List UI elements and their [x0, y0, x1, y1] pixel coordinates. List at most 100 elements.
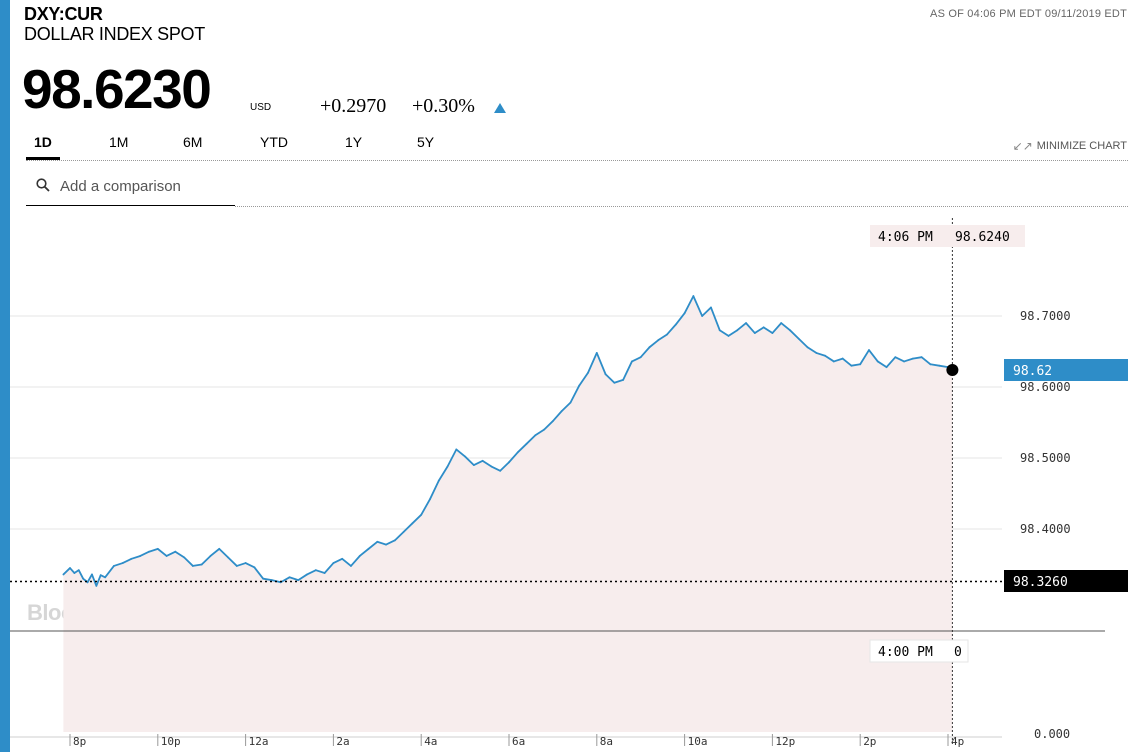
tab-5y[interactable]: 5Y — [417, 134, 435, 150]
price-line-segment — [552, 410, 563, 422]
currency-label: USD — [250, 102, 272, 113]
price-line-segment — [95, 574, 102, 587]
price-line-segment — [314, 569, 326, 574]
price-line-segment — [429, 479, 440, 501]
y-tick-label: 98.4000 — [1020, 522, 1071, 536]
price-line-segment — [815, 352, 826, 357]
last-price: 98.6230 — [22, 58, 212, 120]
price-line-segment — [859, 349, 870, 366]
price-line-segment — [437, 465, 449, 482]
price-line-segment — [62, 567, 71, 576]
crosshair-time: 4:06 PM — [878, 230, 933, 245]
x-axis: 8p 10p 12a 2a 4a 6a 8a 10a 12p 2p 4p — [10, 734, 1002, 748]
price-area-fill — [63, 296, 953, 732]
price-line-segment — [297, 573, 308, 582]
price-line-segment — [885, 356, 897, 369]
price-line-segment — [762, 326, 774, 334]
price-line-segment — [481, 459, 493, 468]
price-line-segment — [911, 356, 923, 360]
x-tick-label: 2a — [336, 735, 349, 748]
price-line-segment — [350, 555, 361, 567]
price-line-segment — [306, 569, 317, 576]
volume-axis-label: 0.000 — [1034, 727, 1070, 741]
price-change-percent: +0.30% — [412, 95, 475, 117]
previous-close-label: 98.3260 — [1013, 575, 1068, 590]
price-line-segment — [753, 326, 765, 334]
price-line-segment — [323, 562, 335, 574]
price-line-segment — [332, 557, 344, 564]
price-line-segment — [91, 573, 98, 587]
x-tick-label: 12a — [249, 735, 269, 748]
price-line-segment — [148, 547, 159, 553]
price-line-segment — [771, 322, 783, 334]
price-line-segment — [279, 576, 291, 584]
price-line-segment — [218, 547, 229, 559]
price-line-segment — [631, 356, 642, 363]
price-line-segment — [358, 547, 370, 557]
x-tick-label: 8p — [73, 735, 86, 748]
price-line-segment — [657, 333, 668, 342]
price-line-segment — [666, 323, 677, 336]
x-tick-label: 2p — [863, 735, 876, 748]
x-tick-label: 4p — [951, 735, 964, 748]
price-line-segment — [710, 306, 721, 332]
minimize-arrows-icon: ↙↗ — [1012, 139, 1033, 153]
crosshair-bottom-time: 4:00 PM — [878, 645, 933, 660]
tab-1d[interactable]: 1D — [26, 134, 60, 160]
price-line-segment — [674, 312, 686, 326]
x-tick-label: 10p — [161, 735, 181, 748]
price-line-segment — [174, 550, 186, 559]
as-of-timestamp: AS OF 04:06 PM EDT 09/11/2019 EDT — [930, 8, 1127, 20]
price-line-segment — [543, 420, 554, 431]
price-line-segment — [920, 356, 932, 366]
price-line-segment — [235, 562, 247, 567]
previous-close-tag: 98.3260 — [1004, 570, 1128, 592]
price-line-segment — [262, 577, 273, 582]
tab-ytd[interactable]: YTD — [260, 134, 288, 150]
price-line-segment — [727, 329, 739, 337]
price-line-segment — [499, 461, 510, 472]
price-line-segment — [86, 573, 93, 584]
price-line-segment — [789, 329, 800, 340]
price-line-segment — [569, 384, 581, 404]
price-line-segment — [69, 567, 76, 574]
price-line-segment — [806, 346, 818, 354]
y-tick-label: 98.6000 — [1020, 380, 1071, 394]
price-line-segment — [464, 455, 475, 467]
price-line-segment — [508, 451, 519, 464]
price-line-segment — [938, 364, 949, 369]
price-line-segment — [692, 295, 704, 317]
price-line-segment — [604, 373, 616, 384]
crosshair-value: 98.6240 — [955, 230, 1010, 245]
price-line-segment — [894, 356, 905, 363]
price-line-segment — [824, 354, 835, 363]
tab-1y[interactable]: 1Y — [345, 134, 363, 150]
price-line-segment — [341, 557, 352, 567]
price-line-segment — [850, 363, 862, 367]
price-line-segment — [227, 556, 238, 567]
comparison-input[interactable] — [60, 175, 230, 197]
tab-6m[interactable]: 6M — [183, 134, 203, 150]
triangle-up-icon — [494, 103, 506, 113]
search-divider — [235, 206, 1128, 207]
price-line-segment — [455, 448, 467, 458]
tabs-divider — [26, 160, 1128, 161]
instrument-name: DOLLAR INDEX SPOT — [24, 24, 205, 44]
price-line-segment — [639, 346, 651, 359]
price-line-segment — [192, 563, 203, 567]
last-point-marker — [946, 363, 959, 376]
accent-bar — [0, 0, 10, 752]
minimize-chart-button[interactable]: ↙↗ MINIMIZE CHART — [1013, 139, 1127, 153]
x-tick-label: 8a — [600, 735, 613, 748]
price-line-segment — [841, 357, 853, 367]
price-line-segment — [411, 513, 423, 525]
price-line-segment — [701, 306, 712, 317]
price-line-segment — [534, 428, 546, 437]
price-line-segment — [525, 434, 537, 445]
price-line — [62, 295, 954, 587]
price-line-segment — [385, 539, 396, 546]
current-value-label: 98.62 — [1013, 364, 1052, 379]
tab-1m[interactable]: 1M — [109, 134, 129, 150]
price-line-segment — [868, 349, 879, 363]
